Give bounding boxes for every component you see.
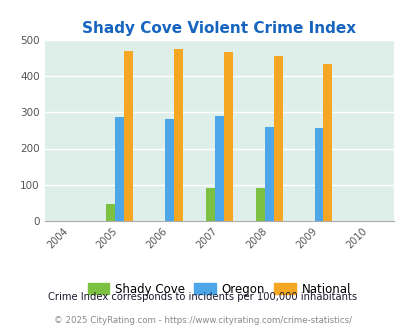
Bar xyxy=(173,49,182,221)
Bar xyxy=(264,127,273,221)
Bar xyxy=(115,116,124,221)
Text: © 2025 CityRating.com - https://www.cityrating.com/crime-statistics/: © 2025 CityRating.com - https://www.city… xyxy=(54,315,351,325)
Bar xyxy=(214,116,223,221)
Title: Shady Cove Violent Crime Index: Shady Cove Violent Crime Index xyxy=(82,21,356,36)
Legend: Shady Cove, Oregon, National: Shady Cove, Oregon, National xyxy=(83,278,355,300)
Bar xyxy=(124,51,132,221)
Bar xyxy=(323,64,332,221)
Text: Crime Index corresponds to incidents per 100,000 inhabitants: Crime Index corresponds to incidents per… xyxy=(48,292,357,302)
Bar xyxy=(223,51,232,221)
Bar xyxy=(205,188,214,221)
Bar xyxy=(164,119,173,221)
Bar xyxy=(273,56,282,221)
Bar xyxy=(106,204,115,221)
Bar xyxy=(255,188,264,221)
Bar xyxy=(314,128,323,221)
